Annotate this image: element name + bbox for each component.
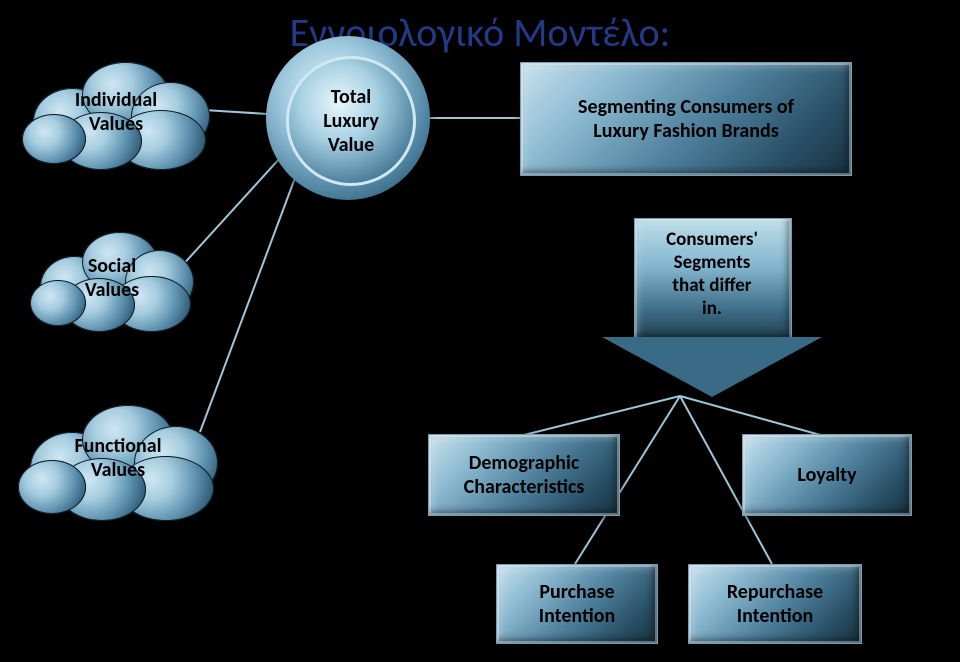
down-arrow-consumers-segments: Consumers'Segmentsthat differin. [602, 218, 822, 398]
total-luxury-value-node: TotalLuxuryValue [266, 36, 430, 200]
cloud-social-values: SocialValues [30, 228, 194, 328]
arrow-label: Consumers'Segmentsthat differin. [602, 228, 822, 320]
arrow-head-icon [602, 337, 822, 397]
panel-purchase-intention: PurchaseIntention [496, 564, 658, 644]
panel-loyalty: Loyalty [742, 434, 912, 516]
cloud-individual-label: IndividualValues [22, 58, 210, 166]
cloud-functional-values: FunctionalValues [18, 400, 218, 516]
ring-inner-label: TotalLuxuryValue [286, 56, 416, 186]
panel-segmenting-consumers: Segmenting Consumers ofLuxury Fashion Br… [520, 62, 852, 176]
cloud-individual-values: IndividualValues [22, 58, 210, 166]
diagram-title: Εννοιολογικό Μοντέλο: [0, 8, 960, 57]
panel-repurchase-intention: RepurchaseIntention [688, 564, 862, 644]
cloud-social-label: SocialValues [30, 228, 194, 328]
cloud-functional-label: FunctionalValues [18, 400, 218, 516]
panel-demographic: DemographicCharacteristics [428, 434, 620, 516]
diagram-stage: { "title": { "text": "Εννοιολογικό Μοντέ… [0, 0, 960, 662]
